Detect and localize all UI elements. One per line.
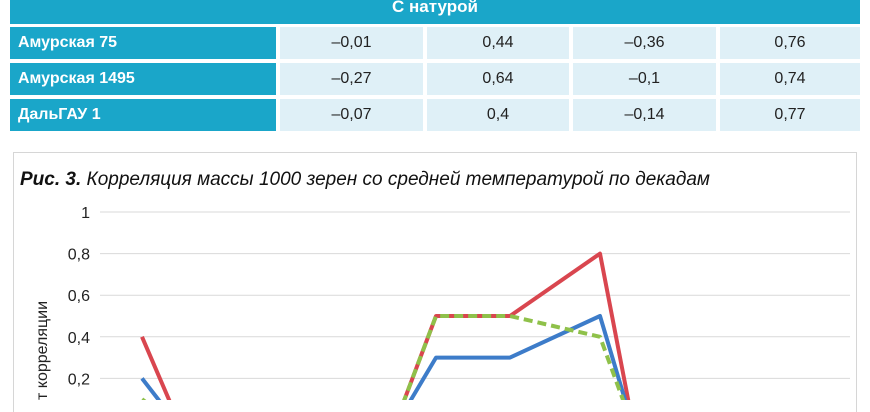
y-tick-label: 1 [81, 205, 90, 222]
chart-grid [100, 211, 850, 379]
caption-prefix: Рис. 3. [20, 169, 82, 190]
table-header: С натурой [10, 0, 860, 24]
table-cell: 0,64 [427, 63, 569, 95]
chart-series [140, 251, 631, 400]
table-cell: 0,44 [427, 27, 569, 59]
table-cell: 0,76 [720, 27, 860, 59]
series-line [140, 314, 628, 400]
chart-frame [13, 152, 857, 412]
series-line [140, 251, 631, 400]
table-cell: –0,36 [573, 27, 716, 59]
caption-text: Корреляция массы 1000 зерен со средней т… [86, 169, 710, 190]
table-row: Амурская 75 –0,01 0,44 –0,36 0,76 [10, 27, 860, 59]
row-label: ДальГАУ 1 [10, 99, 276, 131]
table-cell: –0,07 [280, 99, 423, 131]
table-cell: 0,74 [720, 63, 860, 95]
chart-caption: Рис. 3. Корреляция массы 1000 зерен со с… [20, 169, 710, 191]
y-tick-label: 0,6 [68, 288, 90, 305]
row-label: Амурская 75 [10, 27, 276, 59]
table-cell: 0,4 [427, 99, 569, 131]
table-cell: –0,27 [280, 63, 423, 95]
line-chart: 1 0,8 0,6 0,4 0,2 т корреляции [34, 205, 850, 400]
table-cell: –0,1 [573, 63, 716, 95]
y-tick-label: 0,2 [68, 371, 90, 388]
y-axis-label: т корреляции [34, 301, 51, 400]
table-cell: –0,01 [280, 27, 423, 59]
y-tick-labels: 1 0,8 0,6 0,4 0,2 [68, 205, 90, 388]
y-tick-label: 0,4 [68, 330, 90, 347]
table-header-label: С натурой [392, 0, 478, 16]
table-row: Амурская 1495 –0,27 0,64 –0,1 0,74 [10, 63, 860, 95]
table-cell: 0,77 [720, 99, 860, 131]
table-row: ДальГАУ 1 –0,07 0,4 –0,14 0,77 [10, 99, 860, 131]
table-cell: –0,14 [573, 99, 716, 131]
y-tick-label: 0,8 [68, 247, 90, 264]
row-label: Амурская 1495 [10, 63, 276, 95]
